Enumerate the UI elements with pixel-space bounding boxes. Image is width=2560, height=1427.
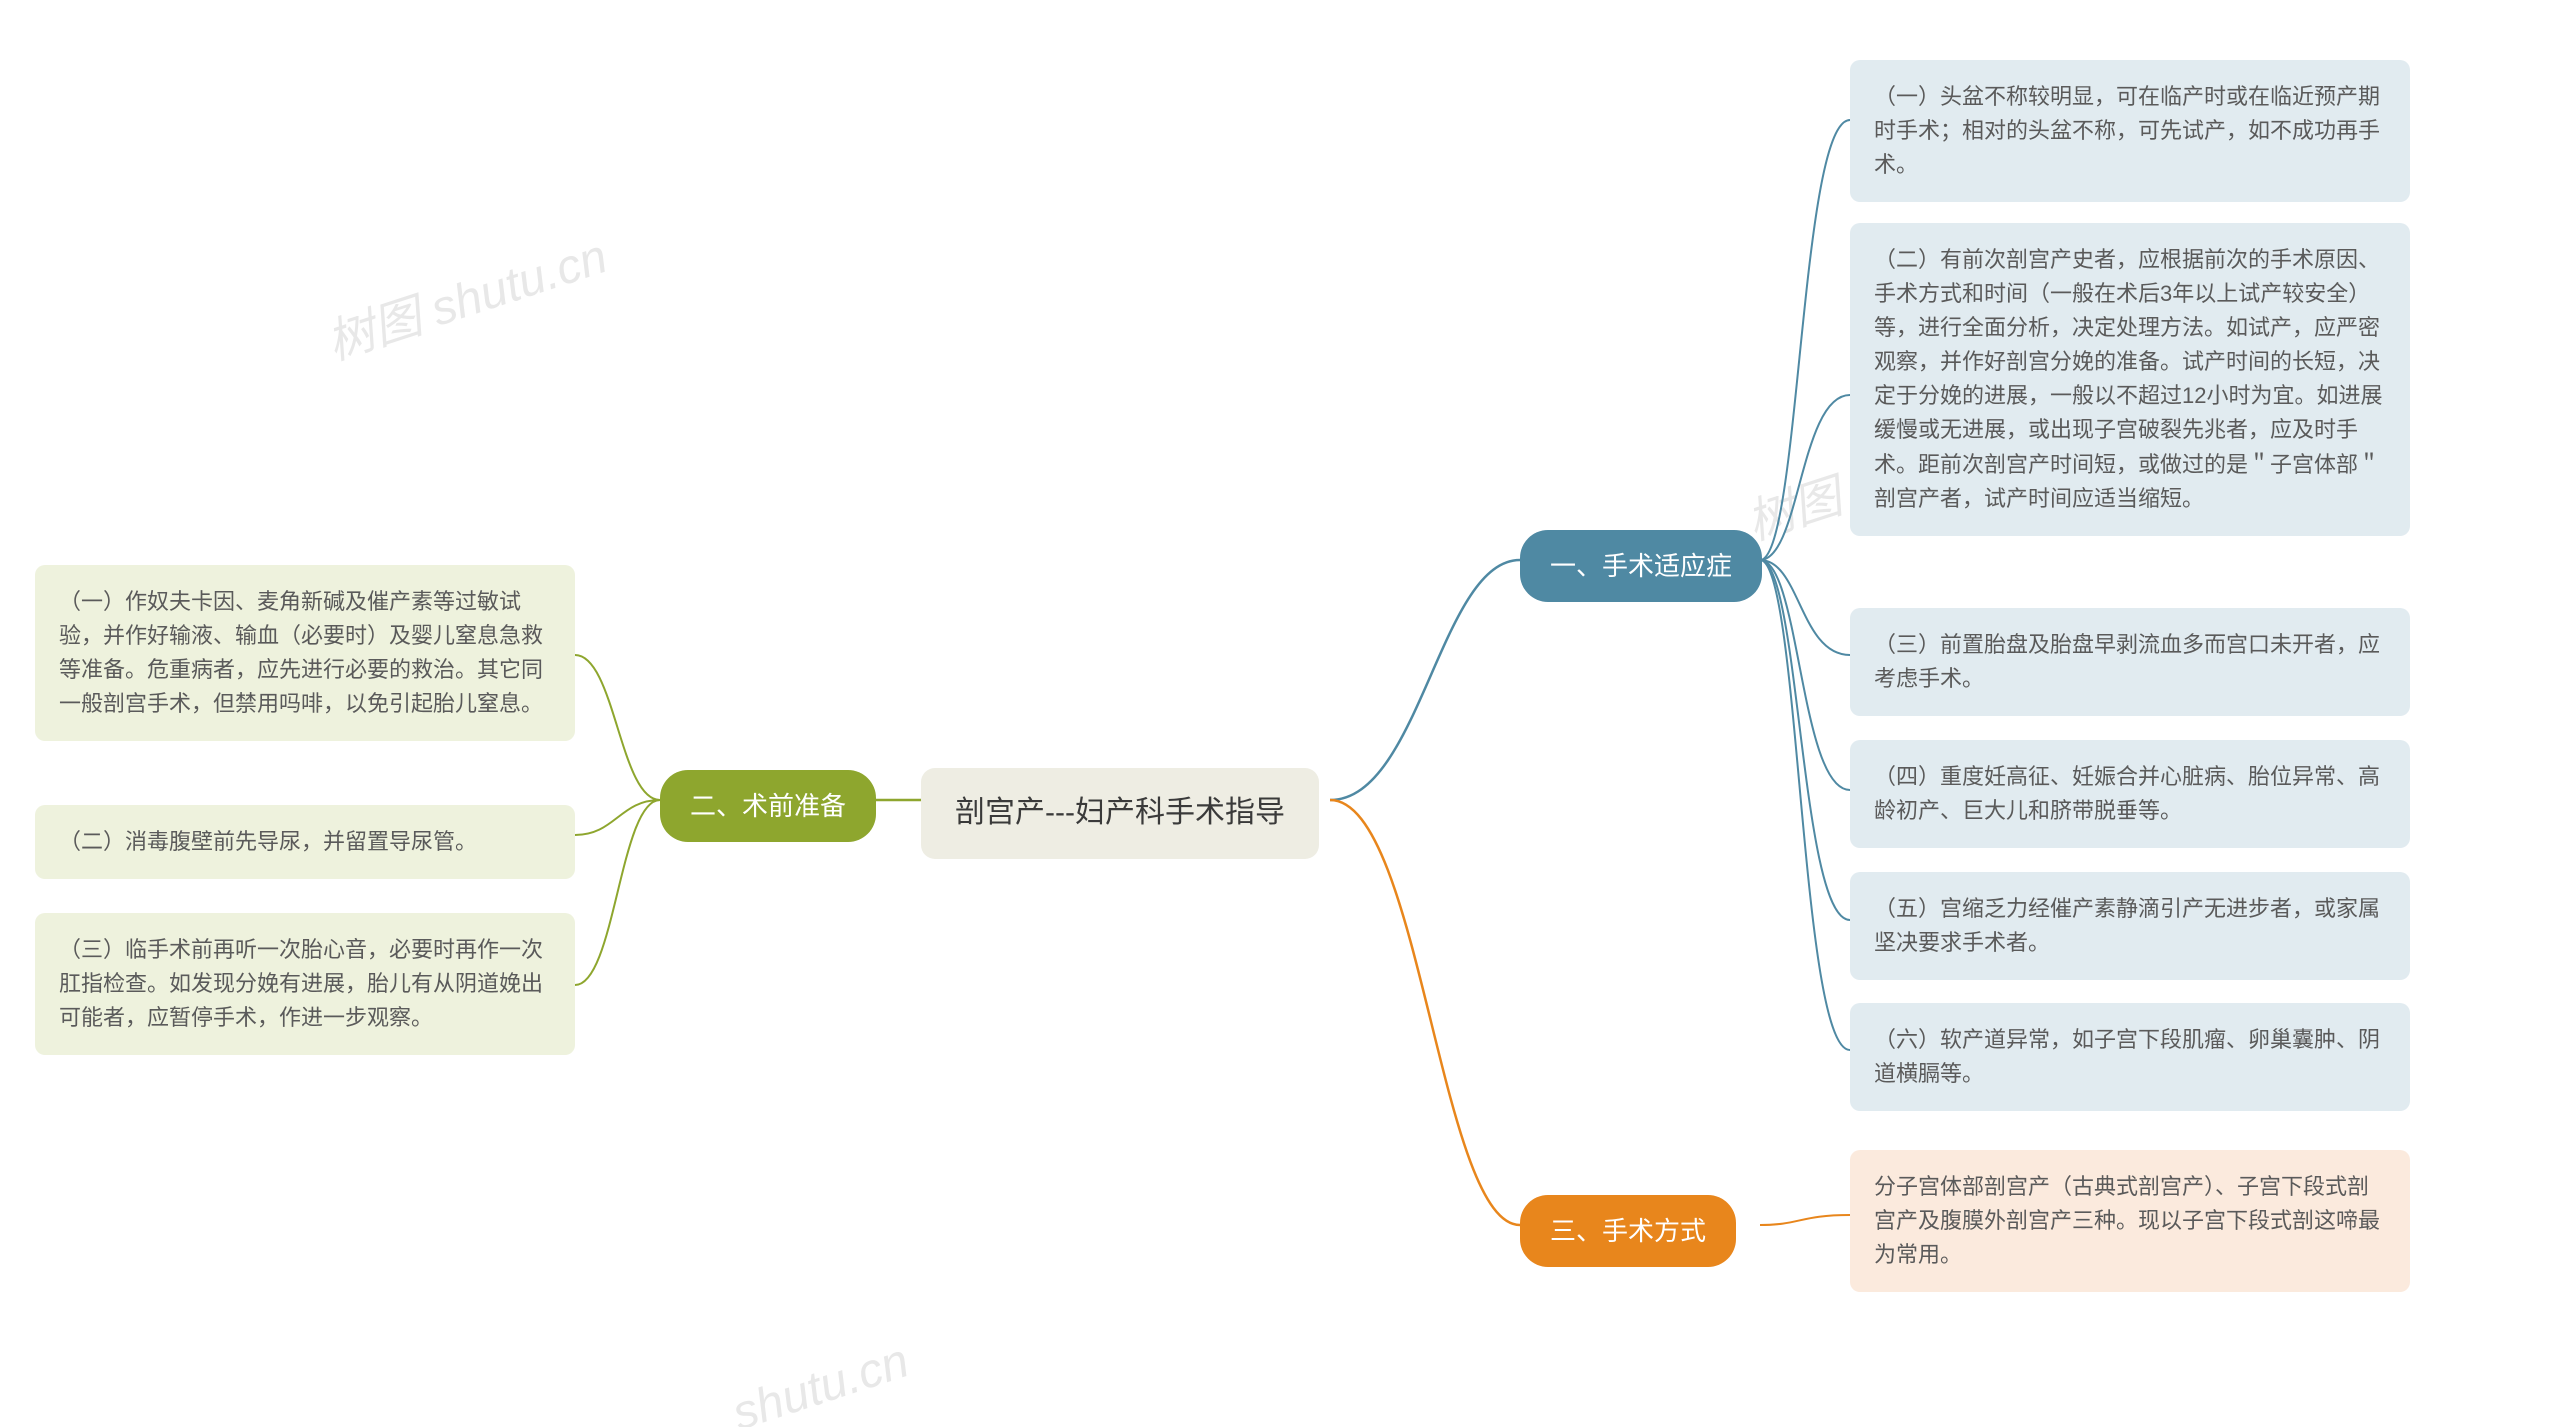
root-node[interactable]: 剖宫产---妇产科手术指导 (921, 768, 1319, 859)
leaf-indication-5[interactable]: （五）宫缩乏力经催产素静滴引产无进步者，或家属坚决要求手术者。 (1850, 872, 2410, 980)
leaf-preop-3[interactable]: （三）临手术前再听一次胎心音，必要时再作一次肛指检查。如发现分娩有进展，胎儿有从… (35, 913, 575, 1055)
mindmap-canvas: 树图 shutu.cn 树图 shutu.cn shutu.cn 剖宫产---妇… (0, 0, 2560, 1427)
leaf-indication-6[interactable]: （六）软产道异常，如子宫下段肌瘤、卵巢囊肿、阴道横膈等。 (1850, 1003, 2410, 1111)
leaf-indication-2[interactable]: （二）有前次剖宫产史者，应根据前次的手术原因、手术方式和时间（一般在术后3年以上… (1850, 223, 2410, 536)
branch-indications[interactable]: 一、手术适应症 (1520, 530, 1762, 602)
leaf-preop-1[interactable]: （一）作奴夫卡因、麦角新碱及催产素等过敏试验，并作好输液、输血（必要时）及婴儿窒… (35, 565, 575, 741)
watermark: 树图 shutu.cn (316, 217, 614, 373)
leaf-indication-4[interactable]: （四）重度妊高征、妊娠合并心脏病、胎位异常、高龄初产、巨大儿和脐带脱垂等。 (1850, 740, 2410, 848)
leaf-indication-3[interactable]: （三）前置胎盘及胎盘早剥流血多而宫口未开者，应考虑手术。 (1850, 608, 2410, 716)
leaf-indication-1[interactable]: （一）头盆不称较明显，可在临产时或在临近预产期时手术；相对的头盆不称，可先试产，… (1850, 60, 2410, 202)
branch-preop[interactable]: 二、术前准备 (660, 770, 876, 842)
leaf-preop-2[interactable]: （二）消毒腹壁前先导尿，并留置导尿管。 (35, 805, 575, 879)
watermark: shutu.cn (726, 1333, 916, 1427)
leaf-method-1[interactable]: 分子宫体部剖宫产（古典式剖宫产）、子宫下段式剖宫产及腹膜外剖宫产三种。现以子宫下… (1850, 1150, 2410, 1292)
branch-method[interactable]: 三、手术方式 (1520, 1195, 1736, 1267)
